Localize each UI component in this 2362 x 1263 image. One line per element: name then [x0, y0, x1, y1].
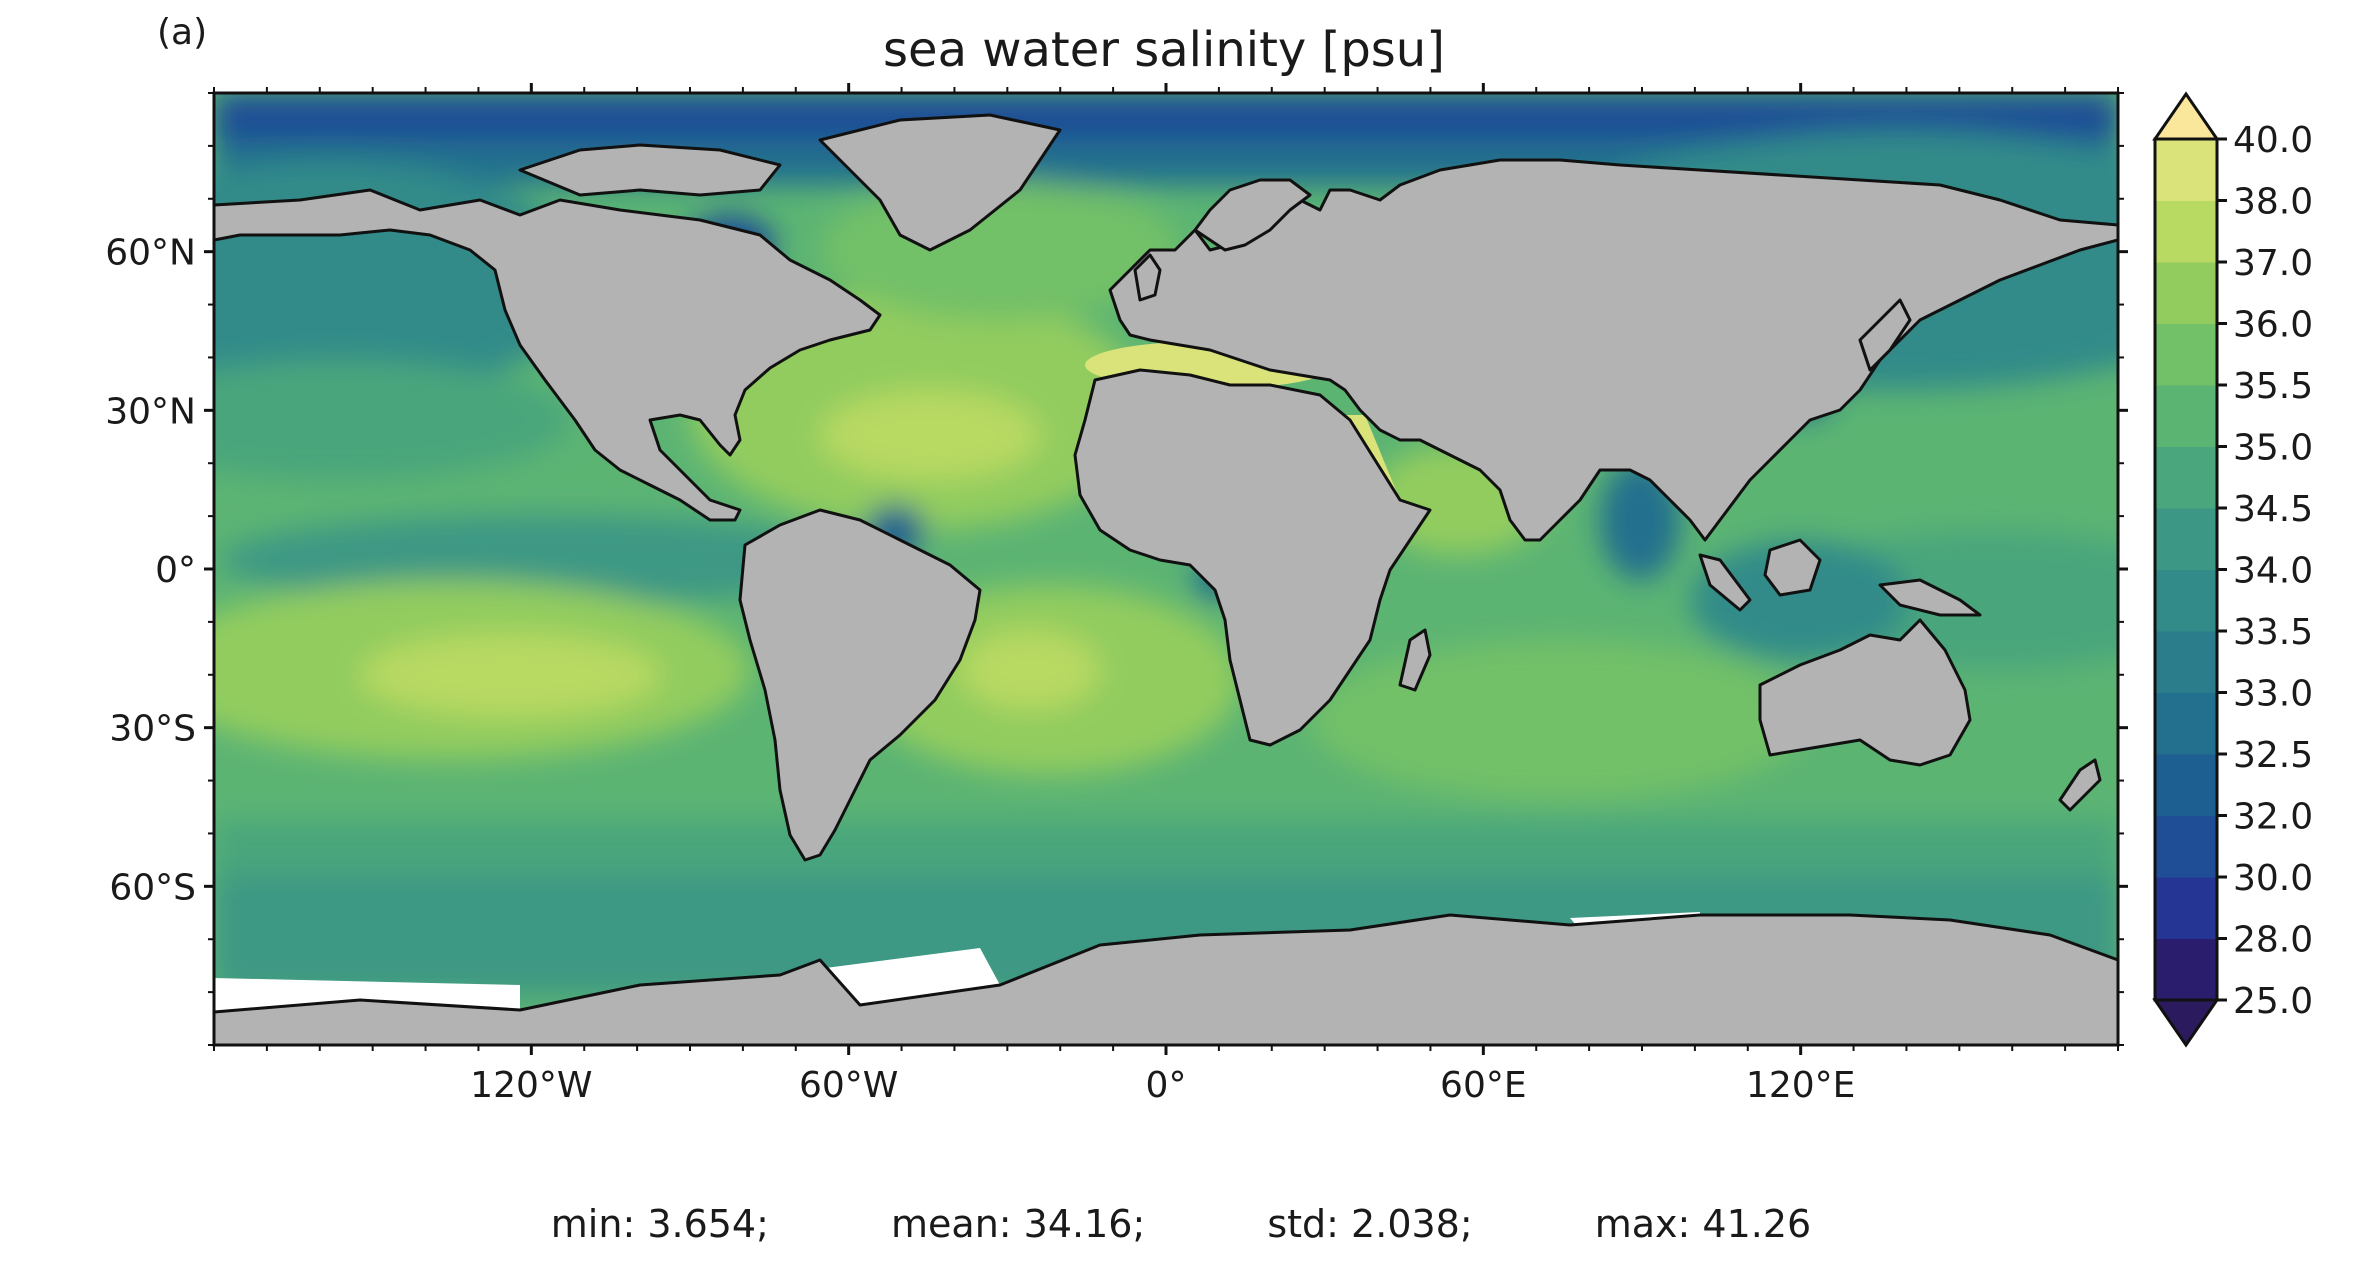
colorbar-segment: [2155, 631, 2217, 693]
ocean-south-indian: [1310, 640, 1810, 800]
lon-tick-label: 60°W: [799, 1065, 898, 1106]
colorbar-segment: [2155, 200, 2217, 263]
longitude-ticks: 120°W 60°W 0° 60°E 120°E: [470, 83, 1855, 1106]
colorbar-tick-label: 34.0: [2233, 551, 2313, 592]
colorbar-segment: [2155, 815, 2217, 878]
colorbar-segment: [2155, 508, 2217, 570]
lat-tick-label: 60°N: [105, 233, 196, 274]
stat-max: max: 41.26: [1594, 1202, 1812, 1246]
colorbar-tick-label: 33.5: [2233, 612, 2313, 653]
colorbar-segment: [2155, 385, 2217, 447]
land-new-zealand: [2058, 758, 2102, 812]
ocean-south-atlantic-core: [960, 630, 1100, 710]
antarctic-ice-shelf-ross: [214, 978, 520, 1012]
ocean-southern-band-1: [214, 820, 2118, 875]
lat-tick-label: 0°: [155, 550, 196, 591]
summary-statistics: min: 3.654; mean: 34.16; std: 2.038; max…: [0, 1202, 2362, 1246]
colorbar-segment: [2155, 139, 2217, 201]
colorbar-tick-label: 32.5: [2233, 735, 2313, 776]
colorbar-tick-label: 40.0: [2233, 120, 2313, 161]
colorbar-segment: [2155, 262, 2217, 324]
map-frame: 60°N 30°N 0° 30°S 60°S 120°W 60°W 0° 60°E 120°E: [105, 83, 2128, 1106]
ocean-north-atlantic-core: [820, 390, 1040, 480]
colorbar-tick-label: 32.0: [2233, 797, 2313, 838]
panel-label: (a): [157, 12, 208, 53]
land-borneo: [1763, 538, 1822, 597]
colorbar-extend-high: [2152, 91, 2220, 141]
colorbar-extend-low: [2152, 998, 2220, 1048]
ocean-north-pacific-mid: [214, 360, 570, 480]
land-antarctica: [214, 913, 2118, 1045]
stat-std: std: 2.038;: [1267, 1202, 1473, 1246]
land-sumatra: [1698, 553, 1752, 612]
colorbar-tick-label: 33.0: [2233, 674, 2313, 715]
colorbar-tick-label: 35.5: [2233, 366, 2313, 407]
land-masses: [214, 113, 2118, 1045]
land-south-america: [738, 508, 982, 862]
land-madagascar: [1398, 628, 1432, 692]
colorbar-tick-label: 34.5: [2233, 489, 2313, 530]
land-eurasia: [1108, 158, 2118, 542]
stat-mean: mean: 34.16;: [891, 1202, 1146, 1246]
land-new-guinea: [1878, 578, 1982, 617]
land-africa: [1073, 368, 1432, 747]
ocean-south-pacific-core: [360, 633, 660, 717]
colorbar-segment: [2155, 877, 2217, 939]
lat-tick-label: 30°S: [109, 709, 196, 750]
lon-tick-label: 120°E: [1746, 1065, 1855, 1106]
colorbar: 25.0 28.0 30.0 32.0 32.5 33.0 33.5 34.0 34.5 35.0…: [2152, 91, 2313, 1048]
lon-tick-label: 60°E: [1440, 1065, 1527, 1106]
colorbar-tick-label: 37.0: [2233, 243, 2313, 284]
colorbar-tick-label: 25.0: [2233, 981, 2313, 1022]
land-greenland: [818, 113, 1062, 252]
colorbar-tick-label: 35.0: [2233, 428, 2313, 469]
minor-ticks: [208, 87, 2124, 1051]
colorbar-segment: [2155, 692, 2217, 755]
colorbar-tick-label: 38.0: [2233, 182, 2313, 223]
land-scandinavia: [1193, 178, 1312, 252]
colorbar-segment: [2155, 446, 2217, 509]
ocean-maritime-continent: [1690, 540, 1910, 660]
colorbar-segment: [2155, 938, 2217, 1001]
colorbar-segment: [2155, 754, 2217, 816]
colorbar-segment: [2155, 569, 2217, 632]
map-title: sea water salinity [psu]: [883, 22, 1445, 78]
land-japan: [1858, 298, 1912, 372]
land-canadian-arctic-islands: [518, 143, 782, 197]
land-british-isles: [1133, 253, 1162, 302]
land-north-america: [214, 188, 882, 522]
colorbar-tick-label: 30.0: [2233, 858, 2313, 899]
lat-tick-label: 30°N: [105, 391, 196, 432]
lon-tick-label: 0°: [1146, 1065, 1187, 1106]
colorbar-segment: [2155, 323, 2217, 386]
lon-tick-label: 120°W: [470, 1065, 592, 1106]
land-australia: [1758, 618, 1972, 767]
lat-tick-label: 60°S: [109, 867, 196, 908]
stat-min: min: 3.654;: [550, 1202, 769, 1246]
colorbar-tick-label: 36.0: [2233, 305, 2313, 346]
colorbar-tick-label: 28.0: [2233, 920, 2313, 961]
